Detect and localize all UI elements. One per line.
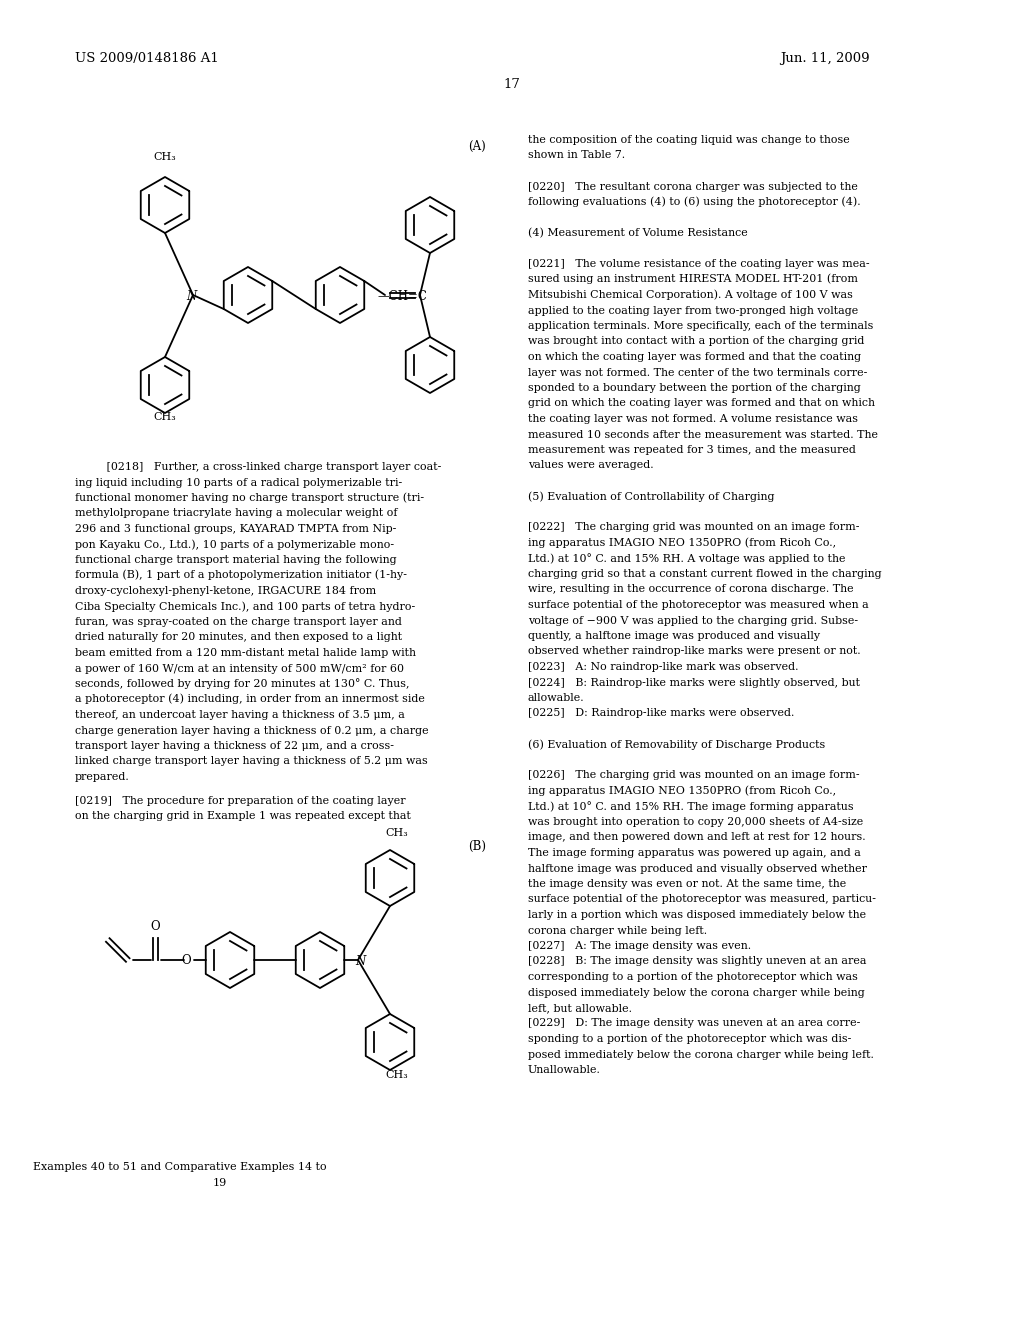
Text: following evaluations (4) to (6) using the photoreceptor (4).: following evaluations (4) to (6) using t…	[528, 197, 860, 207]
Text: left, but allowable.: left, but allowable.	[528, 1003, 632, 1012]
Text: quently, a halftone image was produced and visually: quently, a halftone image was produced a…	[528, 631, 820, 642]
Text: measurement was repeated for 3 times, and the measured: measurement was repeated for 3 times, an…	[528, 445, 856, 455]
Text: corresponding to a portion of the photoreceptor which was: corresponding to a portion of the photor…	[528, 972, 858, 982]
Text: functional monomer having no charge transport structure (tri-: functional monomer having no charge tran…	[75, 492, 424, 503]
Text: Unallowable.: Unallowable.	[528, 1065, 601, 1074]
Text: sured using an instrument HIRESTA MODEL HT-201 (from: sured using an instrument HIRESTA MODEL …	[528, 275, 858, 285]
Text: a power of 160 W/cm at an intensity of 500 mW/cm² for 60: a power of 160 W/cm at an intensity of 5…	[75, 664, 404, 673]
Text: The image forming apparatus was powered up again, and a: The image forming apparatus was powered …	[528, 847, 861, 858]
Text: a photoreceptor (4) including, in order from an innermost side: a photoreceptor (4) including, in order …	[75, 694, 425, 705]
Text: sponded to a boundary between the portion of the charging: sponded to a boundary between the portio…	[528, 383, 861, 393]
Text: surface potential of the photoreceptor was measured, particu-: surface potential of the photoreceptor w…	[528, 895, 876, 904]
Text: 296 and 3 functional groups, KAYARAD TMPTA from Nip-: 296 and 3 functional groups, KAYARAD TMP…	[75, 524, 396, 535]
Text: halftone image was produced and visually observed whether: halftone image was produced and visually…	[528, 863, 867, 874]
Text: application terminals. More specifically, each of the terminals: application terminals. More specifically…	[528, 321, 873, 331]
Text: ing apparatus IMAGIO NEO 1350PRO (from Ricoh Co.,: ing apparatus IMAGIO NEO 1350PRO (from R…	[528, 537, 837, 548]
Text: [0226]   The charging grid was mounted on an image form-: [0226] The charging grid was mounted on …	[528, 771, 859, 780]
Text: transport layer having a thickness of 22 μm, and a cross-: transport layer having a thickness of 22…	[75, 741, 394, 751]
Text: beam emitted from a 120 mm-distant metal halide lamp with: beam emitted from a 120 mm-distant metal…	[75, 648, 416, 657]
Text: O: O	[181, 954, 191, 968]
Text: Ciba Specialty Chemicals Inc.), and 100 parts of tetra hydro-: Ciba Specialty Chemicals Inc.), and 100 …	[75, 601, 416, 611]
Text: N: N	[355, 954, 366, 968]
Text: Mitsubishi Chemical Corporation). A voltage of 100 V was: Mitsubishi Chemical Corporation). A volt…	[528, 289, 853, 300]
Text: Jun. 11, 2009: Jun. 11, 2009	[780, 51, 869, 65]
Text: [0229]   D: The image density was uneven at an area corre-: [0229] D: The image density was uneven a…	[528, 1019, 860, 1028]
Text: US 2009/0148186 A1: US 2009/0148186 A1	[75, 51, 219, 65]
Text: Examples 40 to 51 and Comparative Examples 14 to: Examples 40 to 51 and Comparative Exampl…	[33, 1162, 327, 1172]
Text: allowable.: allowable.	[528, 693, 585, 704]
Text: [0219]   The procedure for preparation of the coating layer: [0219] The procedure for preparation of …	[75, 796, 406, 805]
Text: [0221]   The volume resistance of the coating layer was mea-: [0221] The volume resistance of the coat…	[528, 259, 869, 269]
Text: [0227]   A: The image density was even.: [0227] A: The image density was even.	[528, 941, 752, 950]
Text: 19: 19	[213, 1177, 227, 1188]
Text: droxy-cyclohexyl-phenyl-ketone, IRGACURE 184 from: droxy-cyclohexyl-phenyl-ketone, IRGACURE…	[75, 586, 376, 597]
Text: (6) Evaluation of Removability of Discharge Products: (6) Evaluation of Removability of Discha…	[528, 739, 825, 750]
Text: was brought into operation to copy 20,000 sheets of A4-size: was brought into operation to copy 20,00…	[528, 817, 863, 828]
Text: functional charge transport material having the following: functional charge transport material hav…	[75, 554, 396, 565]
Text: layer was not formed. The center of the two terminals corre-: layer was not formed. The center of the …	[528, 367, 867, 378]
Text: observed whether raindrop-like marks were present or not.: observed whether raindrop-like marks wer…	[528, 647, 860, 656]
Text: methylolpropane triacrylate having a molecular weight of: methylolpropane triacrylate having a mol…	[75, 508, 397, 519]
Text: N: N	[186, 290, 197, 304]
Text: charging grid so that a constant current flowed in the charging: charging grid so that a constant current…	[528, 569, 882, 579]
Text: values were averaged.: values were averaged.	[528, 461, 653, 470]
Text: voltage of −900 V was applied to the charging grid. Subse-: voltage of −900 V was applied to the cha…	[528, 615, 858, 626]
Text: formula (B), 1 part of a photopolymerization initiator (1-hy-: formula (B), 1 part of a photopolymeriza…	[75, 570, 407, 581]
Text: Ltd.) at 10° C. and 15% RH. A voltage was applied to the: Ltd.) at 10° C. and 15% RH. A voltage wa…	[528, 553, 846, 564]
Text: seconds, followed by drying for 20 minutes at 130° C. Thus,: seconds, followed by drying for 20 minut…	[75, 678, 410, 689]
Text: CH₃: CH₃	[153, 152, 176, 162]
Text: prepared.: prepared.	[75, 772, 130, 781]
Text: (5) Evaluation of Controllability of Charging: (5) Evaluation of Controllability of Cha…	[528, 491, 774, 502]
Text: [0225]   D: Raindrop-like marks were observed.: [0225] D: Raindrop-like marks were obser…	[528, 709, 795, 718]
Text: [0218]   Further, a cross-linked charge transport layer coat-: [0218] Further, a cross-linked charge tr…	[75, 462, 441, 473]
Text: corona charger while being left.: corona charger while being left.	[528, 925, 708, 936]
Text: on the charging grid in Example 1 was repeated except that: on the charging grid in Example 1 was re…	[75, 810, 411, 821]
Text: thereof, an undercoat layer having a thickness of 3.5 μm, a: thereof, an undercoat layer having a thi…	[75, 710, 404, 719]
Text: CH₃: CH₃	[385, 1071, 408, 1080]
Text: sponding to a portion of the photoreceptor which was dis-: sponding to a portion of the photorecept…	[528, 1034, 851, 1044]
Text: pon Kayaku Co., Ltd.), 10 parts of a polymerizable mono-: pon Kayaku Co., Ltd.), 10 parts of a pol…	[75, 539, 394, 549]
Text: [0222]   The charging grid was mounted on an image form-: [0222] The charging grid was mounted on …	[528, 523, 859, 532]
Text: ing liquid including 10 parts of a radical polymerizable tri-: ing liquid including 10 parts of a radic…	[75, 478, 402, 487]
Text: disposed immediately below the corona charger while being: disposed immediately below the corona ch…	[528, 987, 864, 998]
Text: was brought into contact with a portion of the charging grid: was brought into contact with a portion …	[528, 337, 864, 346]
Text: ing apparatus IMAGIO NEO 1350PRO (from Ricoh Co.,: ing apparatus IMAGIO NEO 1350PRO (from R…	[528, 785, 837, 796]
Text: (A): (A)	[468, 140, 485, 153]
Text: —CH=C: —CH=C	[377, 290, 427, 304]
Text: the image density was even or not. At the same time, the: the image density was even or not. At th…	[528, 879, 846, 888]
Text: wire, resulting in the occurrence of corona discharge. The: wire, resulting in the occurrence of cor…	[528, 585, 854, 594]
Text: surface potential of the photoreceptor was measured when a: surface potential of the photoreceptor w…	[528, 601, 868, 610]
Text: the composition of the coating liquid was change to those: the composition of the coating liquid wa…	[528, 135, 850, 145]
Text: O: O	[151, 920, 161, 933]
Text: [0223]   A: No raindrop-like mark was observed.: [0223] A: No raindrop-like mark was obse…	[528, 663, 799, 672]
Text: Ltd.) at 10° C. and 15% RH. The image forming apparatus: Ltd.) at 10° C. and 15% RH. The image fo…	[528, 801, 854, 812]
Text: [0224]   B: Raindrop-like marks were slightly observed, but: [0224] B: Raindrop-like marks were sligh…	[528, 677, 860, 688]
Text: the coating layer was not formed. A volume resistance was: the coating layer was not formed. A volu…	[528, 414, 858, 424]
Text: charge generation layer having a thickness of 0.2 μm, a charge: charge generation layer having a thickne…	[75, 726, 429, 735]
Text: [0220]   The resultant corona charger was subjected to the: [0220] The resultant corona charger was …	[528, 181, 858, 191]
Text: posed immediately below the corona charger while being left.: posed immediately below the corona charg…	[528, 1049, 873, 1060]
Text: image, and then powered down and left at rest for 12 hours.: image, and then powered down and left at…	[528, 833, 865, 842]
Text: shown in Table 7.: shown in Table 7.	[528, 150, 625, 161]
Text: on which the coating layer was formed and that the coating: on which the coating layer was formed an…	[528, 352, 861, 362]
Text: (B): (B)	[468, 840, 486, 853]
Text: grid on which the coating layer was formed and that on which: grid on which the coating layer was form…	[528, 399, 874, 408]
Text: measured 10 seconds after the measurement was started. The: measured 10 seconds after the measuremen…	[528, 429, 878, 440]
Text: linked charge transport layer having a thickness of 5.2 μm was: linked charge transport layer having a t…	[75, 756, 428, 767]
Text: applied to the coating layer from two-pronged high voltage: applied to the coating layer from two-pr…	[528, 305, 858, 315]
Text: CH₃: CH₃	[385, 828, 408, 838]
Text: (4) Measurement of Volume Resistance: (4) Measurement of Volume Resistance	[528, 227, 748, 238]
Text: furan, was spray-coated on the charge transport layer and: furan, was spray-coated on the charge tr…	[75, 616, 401, 627]
Text: dried naturally for 20 minutes, and then exposed to a light: dried naturally for 20 minutes, and then…	[75, 632, 402, 643]
Text: larly in a portion which was disposed immediately below the: larly in a portion which was disposed im…	[528, 909, 866, 920]
Text: [0228]   B: The image density was slightly uneven at an area: [0228] B: The image density was slightly…	[528, 957, 866, 966]
Text: CH₃: CH₃	[153, 412, 176, 422]
Text: 17: 17	[504, 78, 520, 91]
